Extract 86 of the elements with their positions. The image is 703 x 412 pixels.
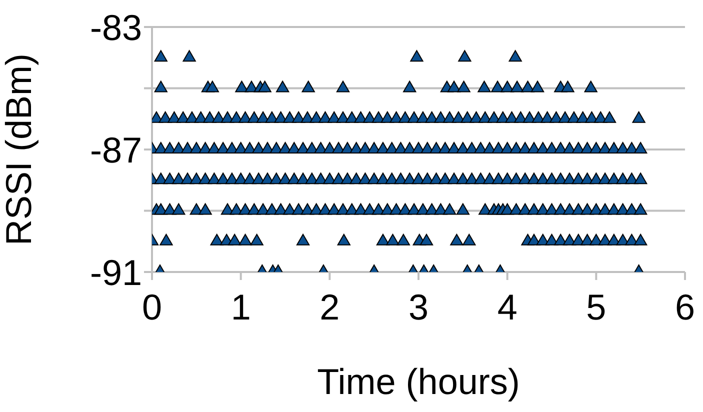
point	[447, 80, 461, 92]
point	[632, 111, 646, 123]
point	[584, 80, 598, 92]
point	[176, 111, 190, 123]
point	[372, 203, 386, 215]
point	[300, 203, 314, 215]
point	[521, 80, 534, 92]
point	[238, 234, 252, 246]
point	[296, 234, 310, 246]
point	[276, 80, 290, 92]
point	[386, 234, 400, 246]
point	[235, 80, 248, 92]
point	[292, 111, 306, 123]
point	[598, 203, 612, 215]
x-tick-label: 4	[497, 286, 518, 328]
y-axis-title: RSSI (dBm)	[0, 53, 39, 246]
point	[500, 80, 514, 92]
point	[258, 80, 272, 92]
point	[407, 203, 421, 215]
point	[634, 234, 648, 246]
point	[456, 203, 470, 215]
point	[496, 111, 510, 123]
x-tick-label: 2	[320, 286, 340, 328]
x-tick-label: 0	[142, 286, 162, 328]
point	[410, 50, 424, 62]
point	[598, 234, 612, 246]
point	[562, 234, 576, 246]
y-tick-label: -91	[90, 252, 142, 293]
point	[154, 50, 168, 62]
point	[250, 234, 264, 246]
point	[567, 111, 581, 123]
point	[443, 203, 456, 215]
point	[256, 203, 270, 215]
x-tick-label: 3	[408, 286, 429, 328]
point	[462, 234, 476, 246]
point	[602, 111, 616, 123]
point	[198, 203, 212, 215]
point	[302, 80, 315, 92]
x-tick-label: 5	[586, 286, 606, 328]
point	[634, 203, 648, 215]
point	[396, 234, 410, 246]
point	[154, 80, 168, 92]
point	[530, 80, 544, 92]
point	[527, 234, 541, 246]
point	[634, 172, 648, 184]
point	[558, 111, 572, 123]
x-tick-label: 6	[674, 286, 696, 328]
point	[403, 80, 416, 92]
point	[450, 234, 464, 246]
point	[185, 111, 199, 123]
point	[182, 50, 196, 62]
point	[508, 50, 522, 62]
point	[372, 111, 386, 123]
point	[244, 80, 258, 92]
point	[562, 203, 576, 215]
point	[416, 111, 430, 123]
point	[490, 80, 504, 92]
point	[336, 80, 350, 92]
point	[206, 80, 219, 92]
point	[634, 142, 648, 154]
point	[527, 203, 541, 215]
point	[522, 111, 536, 123]
point	[337, 234, 350, 246]
point	[478, 80, 491, 92]
point	[420, 234, 434, 246]
x-axis-title: Time (hours)	[317, 361, 520, 402]
point	[458, 50, 472, 62]
point	[452, 111, 466, 123]
point	[336, 203, 350, 215]
point	[256, 111, 270, 123]
point	[228, 234, 242, 246]
point	[172, 203, 186, 215]
point	[376, 234, 390, 246]
point	[210, 234, 224, 246]
point	[220, 203, 234, 215]
point	[457, 80, 470, 92]
y-tick-label: -87	[90, 129, 142, 170]
y-tick-label: -83	[90, 6, 142, 48]
point	[300, 111, 314, 123]
point	[160, 234, 173, 246]
point	[561, 80, 574, 92]
point	[443, 111, 456, 123]
point	[407, 111, 421, 123]
point	[230, 111, 243, 123]
x-tick-label: 1	[230, 286, 251, 328]
point	[510, 80, 524, 92]
